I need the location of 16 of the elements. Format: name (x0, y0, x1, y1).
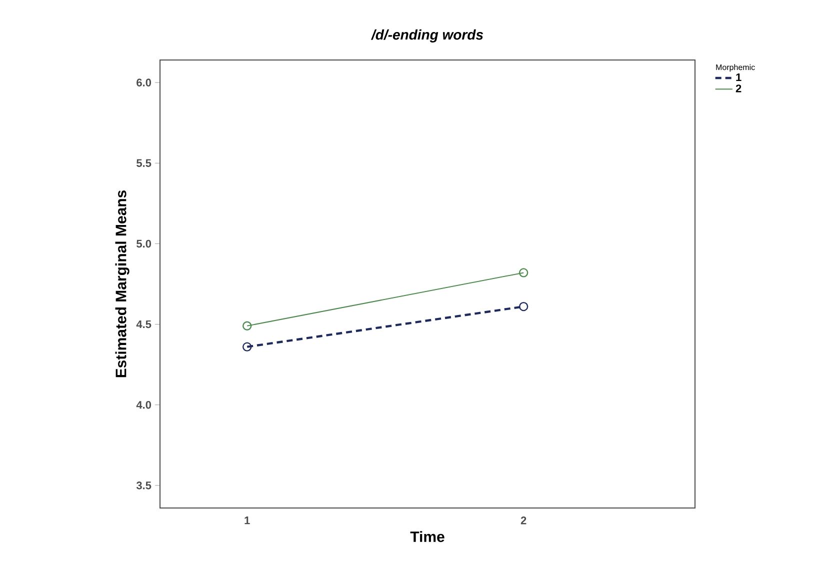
y-tick-label: 5.5 (136, 159, 152, 167)
legend-title: Morphemic (716, 64, 755, 72)
y-tick-label: 4.0 (136, 400, 152, 409)
y-tick-label: 5.0 (136, 240, 152, 248)
point (518, 302, 528, 312)
legend-label: 2 (736, 84, 742, 92)
y-axis-title: Estimated Marginal Means (115, 190, 130, 378)
y-tick-label: 4.5 (136, 320, 152, 328)
point (242, 321, 252, 330)
x-axis-title: Time (410, 531, 444, 542)
y-tick-label: 3.5 (136, 482, 152, 490)
point (242, 342, 252, 352)
chart-title: /d/-ending words (370, 29, 484, 42)
point (518, 268, 528, 278)
y-tick-label: 6.0 (136, 78, 152, 86)
legend-label: 1 (736, 74, 742, 82)
